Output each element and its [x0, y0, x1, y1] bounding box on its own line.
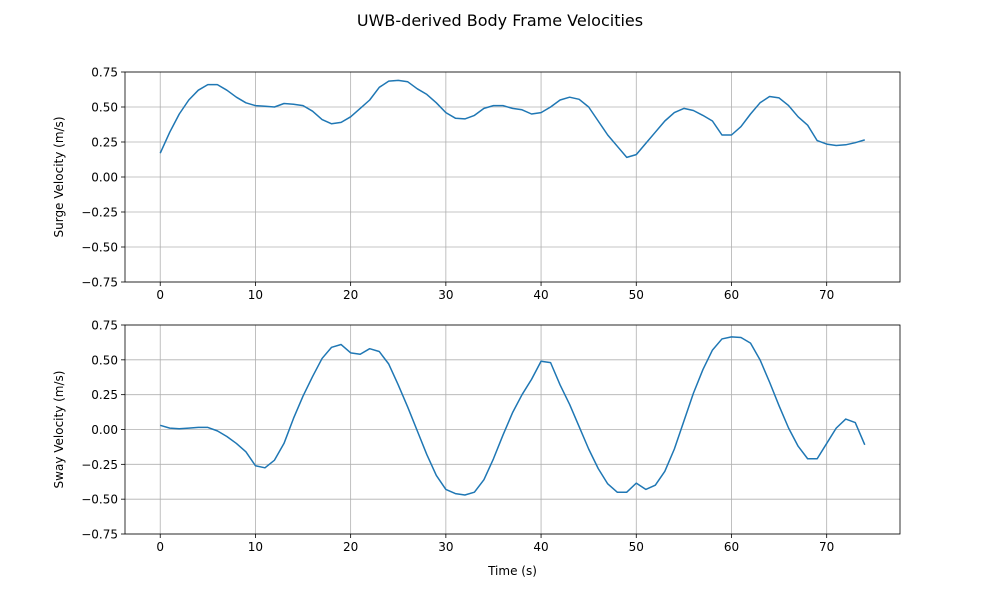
- sway-xtick-label-6: 60: [724, 540, 739, 554]
- surge-ytick-label-4: 0.25: [91, 136, 118, 150]
- surge-xtick-label-4: 40: [533, 288, 548, 302]
- sway-ytick-label-2: −0.25: [81, 458, 118, 472]
- surge-xtick-label-3: 30: [438, 288, 453, 302]
- surge-xtick-label-0: 0: [156, 288, 164, 302]
- surge-ytick-label-1: −0.50: [81, 241, 118, 255]
- surge-series-line-0: [159, 79, 865, 159]
- sway-xtick-label-2: 20: [343, 540, 358, 554]
- surge-ytick-label-3: 0.00: [91, 171, 118, 185]
- surge-xtick-label-6: 60: [724, 288, 739, 302]
- sway-ytick-label-6: 0.75: [91, 319, 118, 333]
- surge-ytick-label-2: −0.25: [81, 206, 118, 220]
- sway-ytick-label-5: 0.50: [91, 353, 118, 367]
- sway-ytick-label-4: 0.25: [91, 388, 118, 402]
- sway-xtick-label-5: 50: [629, 540, 644, 554]
- surge-velocity-panel: 0 10 20 30 40 50 60 70 −0.75 −0.50 −0.25 0.00 0.25 0.…: [52, 66, 901, 302]
- sway-velocity-panel: 0 10 20 30 40 50 60 70 −0.75 −0.50 −0.25 0.00 0.25 0.…: [52, 319, 901, 578]
- surge-xtick-label-7: 70: [819, 288, 834, 302]
- sway-xtick-label-7: 70: [819, 540, 834, 554]
- surge-xtick-label-1: 10: [248, 288, 263, 302]
- sway-ytick-label-1: −0.50: [81, 493, 118, 507]
- sway-xtick-label-3: 30: [438, 540, 453, 554]
- sway-series-line-0: [160, 336, 866, 496]
- surge-ytick-label-0: −0.75: [81, 276, 118, 290]
- sway-ytick-label-3: 0.00: [91, 423, 118, 437]
- surge-xtick-label-2: 20: [343, 288, 358, 302]
- sway-ylabel: Sway Velocity (m/s): [52, 371, 66, 489]
- surge-ytick-label-5: 0.50: [91, 101, 118, 115]
- surge-xtick-label-5: 50: [629, 288, 644, 302]
- surge-ylabel: Surge Velocity (m/s): [52, 117, 66, 238]
- sway-xlabel: Time (s): [487, 564, 537, 578]
- sway-xtick-label-4: 40: [533, 540, 548, 554]
- surge-ytick-label-6: 0.75: [91, 66, 118, 80]
- figure-title: UWB-derived Body Frame Velocities: [357, 11, 643, 30]
- sway-ytick-label-0: −0.75: [81, 528, 118, 542]
- sway-xtick-label-1: 10: [248, 540, 263, 554]
- sway-xtick-label-0: 0: [156, 540, 164, 554]
